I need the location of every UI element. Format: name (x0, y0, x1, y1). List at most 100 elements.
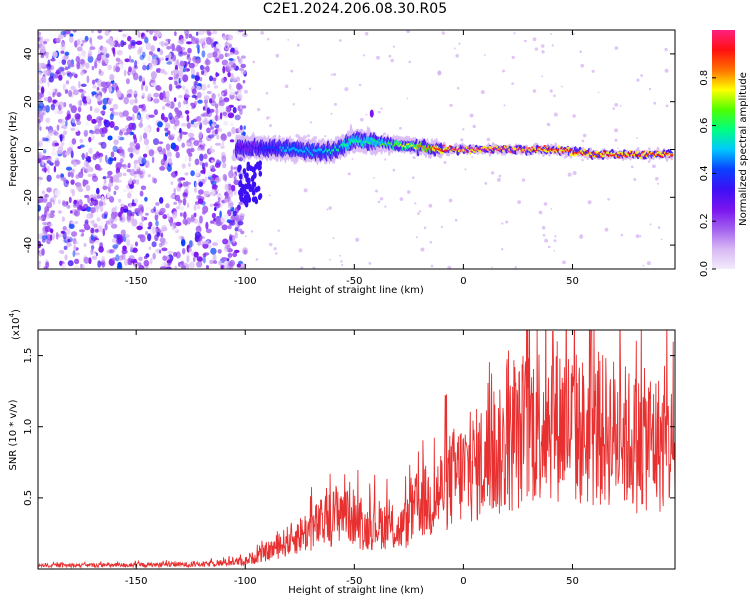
heatmap-cell (159, 92, 164, 101)
heatmap-cell (231, 64, 235, 68)
heatmap-cell (149, 229, 153, 235)
heatmap-cell (109, 113, 114, 121)
heatmap-cell (188, 247, 192, 253)
heatmap-cell (239, 173, 243, 180)
heatmap-cell (636, 78, 640, 82)
heatmap-cell (554, 235, 557, 238)
heatmap-cell (211, 212, 216, 219)
heatmap-cell (173, 72, 177, 80)
snr-x-label: Height of straight line (km) (288, 585, 424, 596)
heatmap-cell (134, 60, 138, 68)
heatmap-cell (85, 62, 90, 69)
heatmap-cell (135, 163, 140, 170)
heatmap-cell (143, 153, 148, 158)
heatmap-cell (138, 75, 143, 82)
heatmap-cell (187, 61, 191, 65)
heatmap-cell (47, 130, 54, 136)
heatmap-cell (91, 255, 98, 260)
heatmap-cell (38, 140, 43, 148)
heatmap-cell (562, 260, 566, 265)
heatmap-cell (91, 79, 96, 85)
heatmap-cell (174, 31, 177, 36)
heatmap-cell (183, 211, 187, 220)
heatmap-cell (199, 153, 204, 162)
heatmap-cell (83, 203, 89, 210)
heatmap-cell (517, 200, 521, 205)
heatmap-cell (553, 94, 556, 98)
heatmap-cell (514, 266, 517, 269)
heatmap-cell (139, 190, 144, 197)
heatmap-cell (205, 228, 212, 234)
heatmap-cell (206, 127, 211, 134)
heatmap-cell (97, 30, 102, 34)
spectrogram-marks (38, 30, 674, 269)
heatmap-cell (236, 82, 242, 90)
heatmap-cell (233, 189, 237, 196)
heatmap-cell (141, 83, 144, 91)
heatmap-cell (119, 111, 122, 118)
heatmap-cell (46, 187, 52, 193)
heatmap-cell (640, 74, 644, 77)
heatmap-cell (215, 107, 219, 116)
heatmap-cell (211, 30, 218, 35)
heatmap-cell (460, 138, 464, 142)
heatmap-cell (203, 252, 210, 256)
heatmap-cell (55, 157, 60, 161)
heatmap-cell (181, 264, 186, 269)
heatmap-cell (42, 76, 47, 84)
heatmap-cell (190, 74, 195, 79)
heatmap-cell (170, 142, 177, 150)
heatmap-cell (136, 225, 143, 231)
heatmap-cell (191, 94, 197, 99)
heatmap-cell (44, 166, 47, 174)
heatmap-cell (614, 46, 619, 50)
heatmap-cell (213, 260, 218, 264)
heatmap-cell (670, 154, 674, 157)
heatmap-cell (46, 211, 51, 220)
heatmap-cell (472, 124, 476, 129)
heatmap-cell (228, 220, 234, 226)
heatmap-cell (344, 87, 349, 92)
heatmap-cell (122, 245, 127, 251)
heatmap-cell (74, 40, 78, 48)
heatmap-cell (123, 96, 129, 105)
heatmap-cell (128, 55, 132, 63)
heatmap-cell (202, 241, 209, 245)
heatmap-cell (182, 218, 188, 225)
heatmap-cell (89, 105, 93, 112)
heatmap-cell (102, 176, 107, 180)
heatmap-cell (124, 234, 130, 239)
heatmap-cell (234, 227, 239, 232)
heatmap-cell (150, 45, 155, 52)
heatmap-cell (177, 101, 182, 108)
heatmap-cell (169, 194, 175, 199)
y-tick-label: 0.5 (23, 490, 34, 506)
heatmap-cell (580, 63, 584, 68)
heatmap-cell (151, 156, 155, 164)
heatmap-cell (113, 125, 119, 131)
heatmap-cell (228, 88, 236, 96)
heatmap-cell (187, 53, 191, 58)
heatmap-cell (224, 198, 229, 204)
heatmap-cell (58, 210, 62, 214)
heatmap-cell (222, 65, 226, 74)
heatmap-cell (121, 164, 126, 168)
heatmap-cell (70, 72, 76, 77)
heatmap-cell (194, 181, 198, 188)
heatmap-cell (157, 47, 161, 52)
x-tick-label: -150 (125, 576, 148, 587)
heatmap-cell (227, 34, 234, 41)
heatmap-cell (102, 142, 107, 148)
heatmap-cell (201, 83, 207, 91)
heatmap-cell (503, 104, 506, 107)
heatmap-cell (40, 86, 45, 95)
heatmap-cell (165, 266, 172, 269)
heatmap-cell (198, 189, 204, 195)
heatmap-cell (109, 249, 115, 254)
heatmap-cell (63, 245, 68, 250)
heatmap-cell (62, 130, 68, 136)
heatmap-cell (163, 42, 169, 47)
heatmap-cell (101, 54, 107, 61)
heatmap-cell (97, 225, 103, 233)
heatmap-cell (142, 51, 146, 59)
